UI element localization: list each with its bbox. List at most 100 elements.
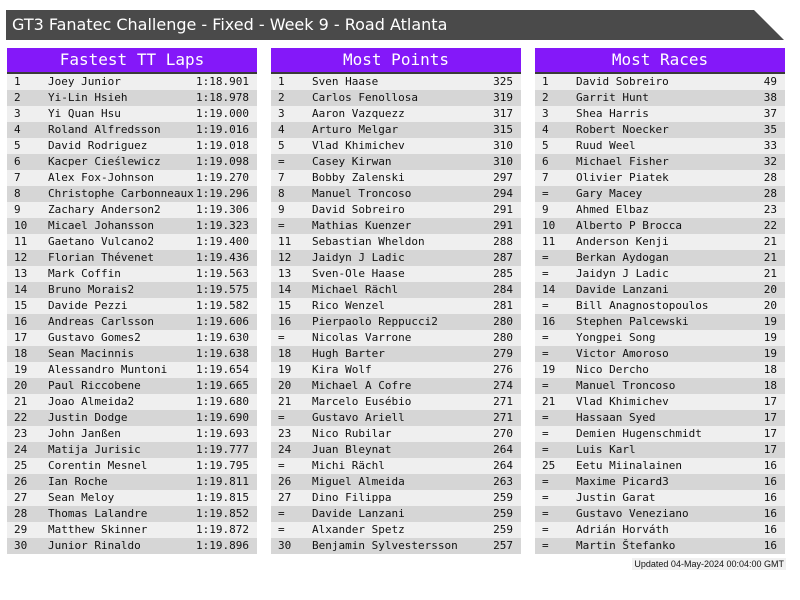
table-row: = Berkan Aydogan 21 bbox=[535, 250, 785, 266]
rank-cell: = bbox=[542, 379, 549, 392]
table-row: 23 John Janßen 1:19.693 bbox=[7, 426, 257, 442]
rank-cell: 27 bbox=[14, 491, 28, 504]
driver-name-cell: Adrián Horváth bbox=[576, 523, 669, 536]
driver-name-cell: Corentin Mesnel bbox=[48, 459, 148, 472]
table-row: 19 Nico Dercho 18 bbox=[535, 362, 785, 378]
table-row: 21 Vlad Khimichev 17 bbox=[535, 394, 785, 410]
rank-cell: 7 bbox=[14, 171, 21, 184]
value-cell: 280 bbox=[493, 331, 513, 344]
value-cell: 1:19.896 bbox=[196, 539, 249, 552]
value-cell: 16 bbox=[763, 507, 777, 520]
driver-name-cell: Vlad Khimichev bbox=[312, 139, 405, 152]
table-row: 9 Zachary Anderson2 1:19.306 bbox=[7, 202, 257, 218]
rank-cell: 19 bbox=[278, 363, 292, 376]
driver-name-cell: Junior Rinaldo bbox=[48, 539, 141, 552]
table-row: 14 Michael Rächl 284 bbox=[271, 282, 521, 298]
rank-cell: 23 bbox=[278, 427, 292, 440]
driver-name-cell: Davide Pezzi bbox=[48, 299, 128, 312]
driver-name-cell: David Sobreiro bbox=[312, 203, 405, 216]
driver-name-cell: Florian Thévenet bbox=[48, 251, 154, 264]
rank-cell: 18 bbox=[14, 347, 28, 360]
driver-name-cell: Gustavo Gomes2 bbox=[48, 331, 141, 344]
value-cell: 17 bbox=[763, 443, 777, 456]
table-row: 9 David Sobreiro 291 bbox=[271, 202, 521, 218]
rank-cell: 6 bbox=[542, 155, 549, 168]
value-cell: 1:18.901 bbox=[196, 75, 249, 88]
driver-name-cell: Michael A Cofre bbox=[312, 379, 412, 392]
driver-name-cell: Casey Kirwan bbox=[312, 155, 392, 168]
driver-name-cell: Rico Wenzel bbox=[312, 299, 385, 312]
driver-name-cell: Davide Lanzani bbox=[576, 283, 669, 296]
table-row: 19 Kira Wolf 276 bbox=[271, 362, 521, 378]
table-row: 30 Benjamin Sylvestersson 257 bbox=[271, 538, 521, 554]
value-cell: 1:19.665 bbox=[196, 379, 249, 392]
driver-name-cell: Gustavo Ariell bbox=[312, 411, 405, 424]
driver-name-cell: Aaron Vazquezz bbox=[312, 107, 405, 120]
rank-cell: 15 bbox=[14, 299, 28, 312]
driver-name-cell: Sean Meloy bbox=[48, 491, 115, 504]
table-row: 7 Bobby Zalenski 297 bbox=[271, 170, 521, 186]
value-cell: 288 bbox=[493, 235, 513, 248]
table-row: 1 Sven Haase 325 bbox=[271, 74, 521, 90]
table-row: 7 Alex Fox-Johnson 1:19.270 bbox=[7, 170, 257, 186]
rank-cell: 5 bbox=[278, 139, 285, 152]
value-cell: 49 bbox=[763, 75, 777, 88]
rank-cell: = bbox=[278, 459, 285, 472]
driver-name-cell: Dino Filippa bbox=[312, 491, 392, 504]
driver-name-cell: Davide Lanzani bbox=[312, 507, 405, 520]
value-cell: 1:19.016 bbox=[196, 123, 249, 136]
table-row: = Gustavo Ariell 271 bbox=[271, 410, 521, 426]
rank-cell: 11 bbox=[278, 235, 292, 248]
table-row: 15 Rico Wenzel 281 bbox=[271, 298, 521, 314]
driver-name-cell: Zachary Anderson2 bbox=[48, 203, 161, 216]
driver-name-cell: Hugh Barter bbox=[312, 347, 385, 360]
value-cell: 17 bbox=[763, 395, 777, 408]
driver-name-cell: Luis Karl bbox=[576, 443, 636, 456]
rank-cell: 28 bbox=[14, 507, 28, 520]
rank-cell: 21 bbox=[278, 395, 292, 408]
rank-cell: 8 bbox=[14, 187, 21, 200]
value-cell: 1:19.400 bbox=[196, 235, 249, 248]
driver-name-cell: Kira Wolf bbox=[312, 363, 372, 376]
rank-cell: 5 bbox=[14, 139, 21, 152]
value-cell: 291 bbox=[493, 203, 513, 216]
rank-cell: 5 bbox=[542, 139, 549, 152]
table-row: 30 Junior Rinaldo 1:19.896 bbox=[7, 538, 257, 554]
driver-name-cell: Shea Harris bbox=[576, 107, 649, 120]
driver-name-cell: Yongpei Song bbox=[576, 331, 656, 344]
table-row: 5 Vlad Khimichev 310 bbox=[271, 138, 521, 154]
table-row: = Victor Amoroso 19 bbox=[535, 346, 785, 362]
table-row: 18 Hugh Barter 279 bbox=[271, 346, 521, 362]
table-row: 22 Justin Dodge 1:19.690 bbox=[7, 410, 257, 426]
table-row: = Jaidyn J Ladic 21 bbox=[535, 266, 785, 282]
table-row: 17 Gustavo Gomes2 1:19.630 bbox=[7, 330, 257, 346]
table-row: 20 Paul Riccobene 1:19.665 bbox=[7, 378, 257, 394]
table-row: 13 Mark Coffin 1:19.563 bbox=[7, 266, 257, 282]
value-cell: 21 bbox=[763, 235, 777, 248]
table-row: 15 Davide Pezzi 1:19.582 bbox=[7, 298, 257, 314]
table-row: 25 Eetu Miinalainen 16 bbox=[535, 458, 785, 474]
rank-cell: 2 bbox=[278, 91, 285, 104]
driver-name-cell: Martin Štefanko bbox=[576, 539, 676, 552]
driver-name-cell: Jaidyn J Ladic bbox=[576, 267, 669, 280]
value-cell: 1:19.098 bbox=[196, 155, 249, 168]
table-row: 24 Matija Jurisic 1:19.777 bbox=[7, 442, 257, 458]
table-row: 28 Thomas Lalandre 1:19.852 bbox=[7, 506, 257, 522]
value-cell: 310 bbox=[493, 155, 513, 168]
table-row: = Gustavo Veneziano 16 bbox=[535, 506, 785, 522]
table-row: = Luis Karl 17 bbox=[535, 442, 785, 458]
driver-name-cell: David Sobreiro bbox=[576, 75, 669, 88]
driver-name-cell: Victor Amoroso bbox=[576, 347, 669, 360]
table-row: = Manuel Troncoso 18 bbox=[535, 378, 785, 394]
value-cell: 21 bbox=[763, 267, 777, 280]
updated-timestamp: Updated 04-May-2024 00:04:00 GMT bbox=[632, 558, 786, 570]
rank-cell: 21 bbox=[542, 395, 556, 408]
rank-cell: 18 bbox=[278, 347, 292, 360]
value-cell: 284 bbox=[493, 283, 513, 296]
rank-cell: = bbox=[542, 187, 549, 200]
table-row: 21 Joao Almeida2 1:19.680 bbox=[7, 394, 257, 410]
driver-name-cell: Sven-Ole Haase bbox=[312, 267, 405, 280]
value-cell: 271 bbox=[493, 395, 513, 408]
value-cell: 1:19.582 bbox=[196, 299, 249, 312]
rank-cell: 24 bbox=[278, 443, 292, 456]
